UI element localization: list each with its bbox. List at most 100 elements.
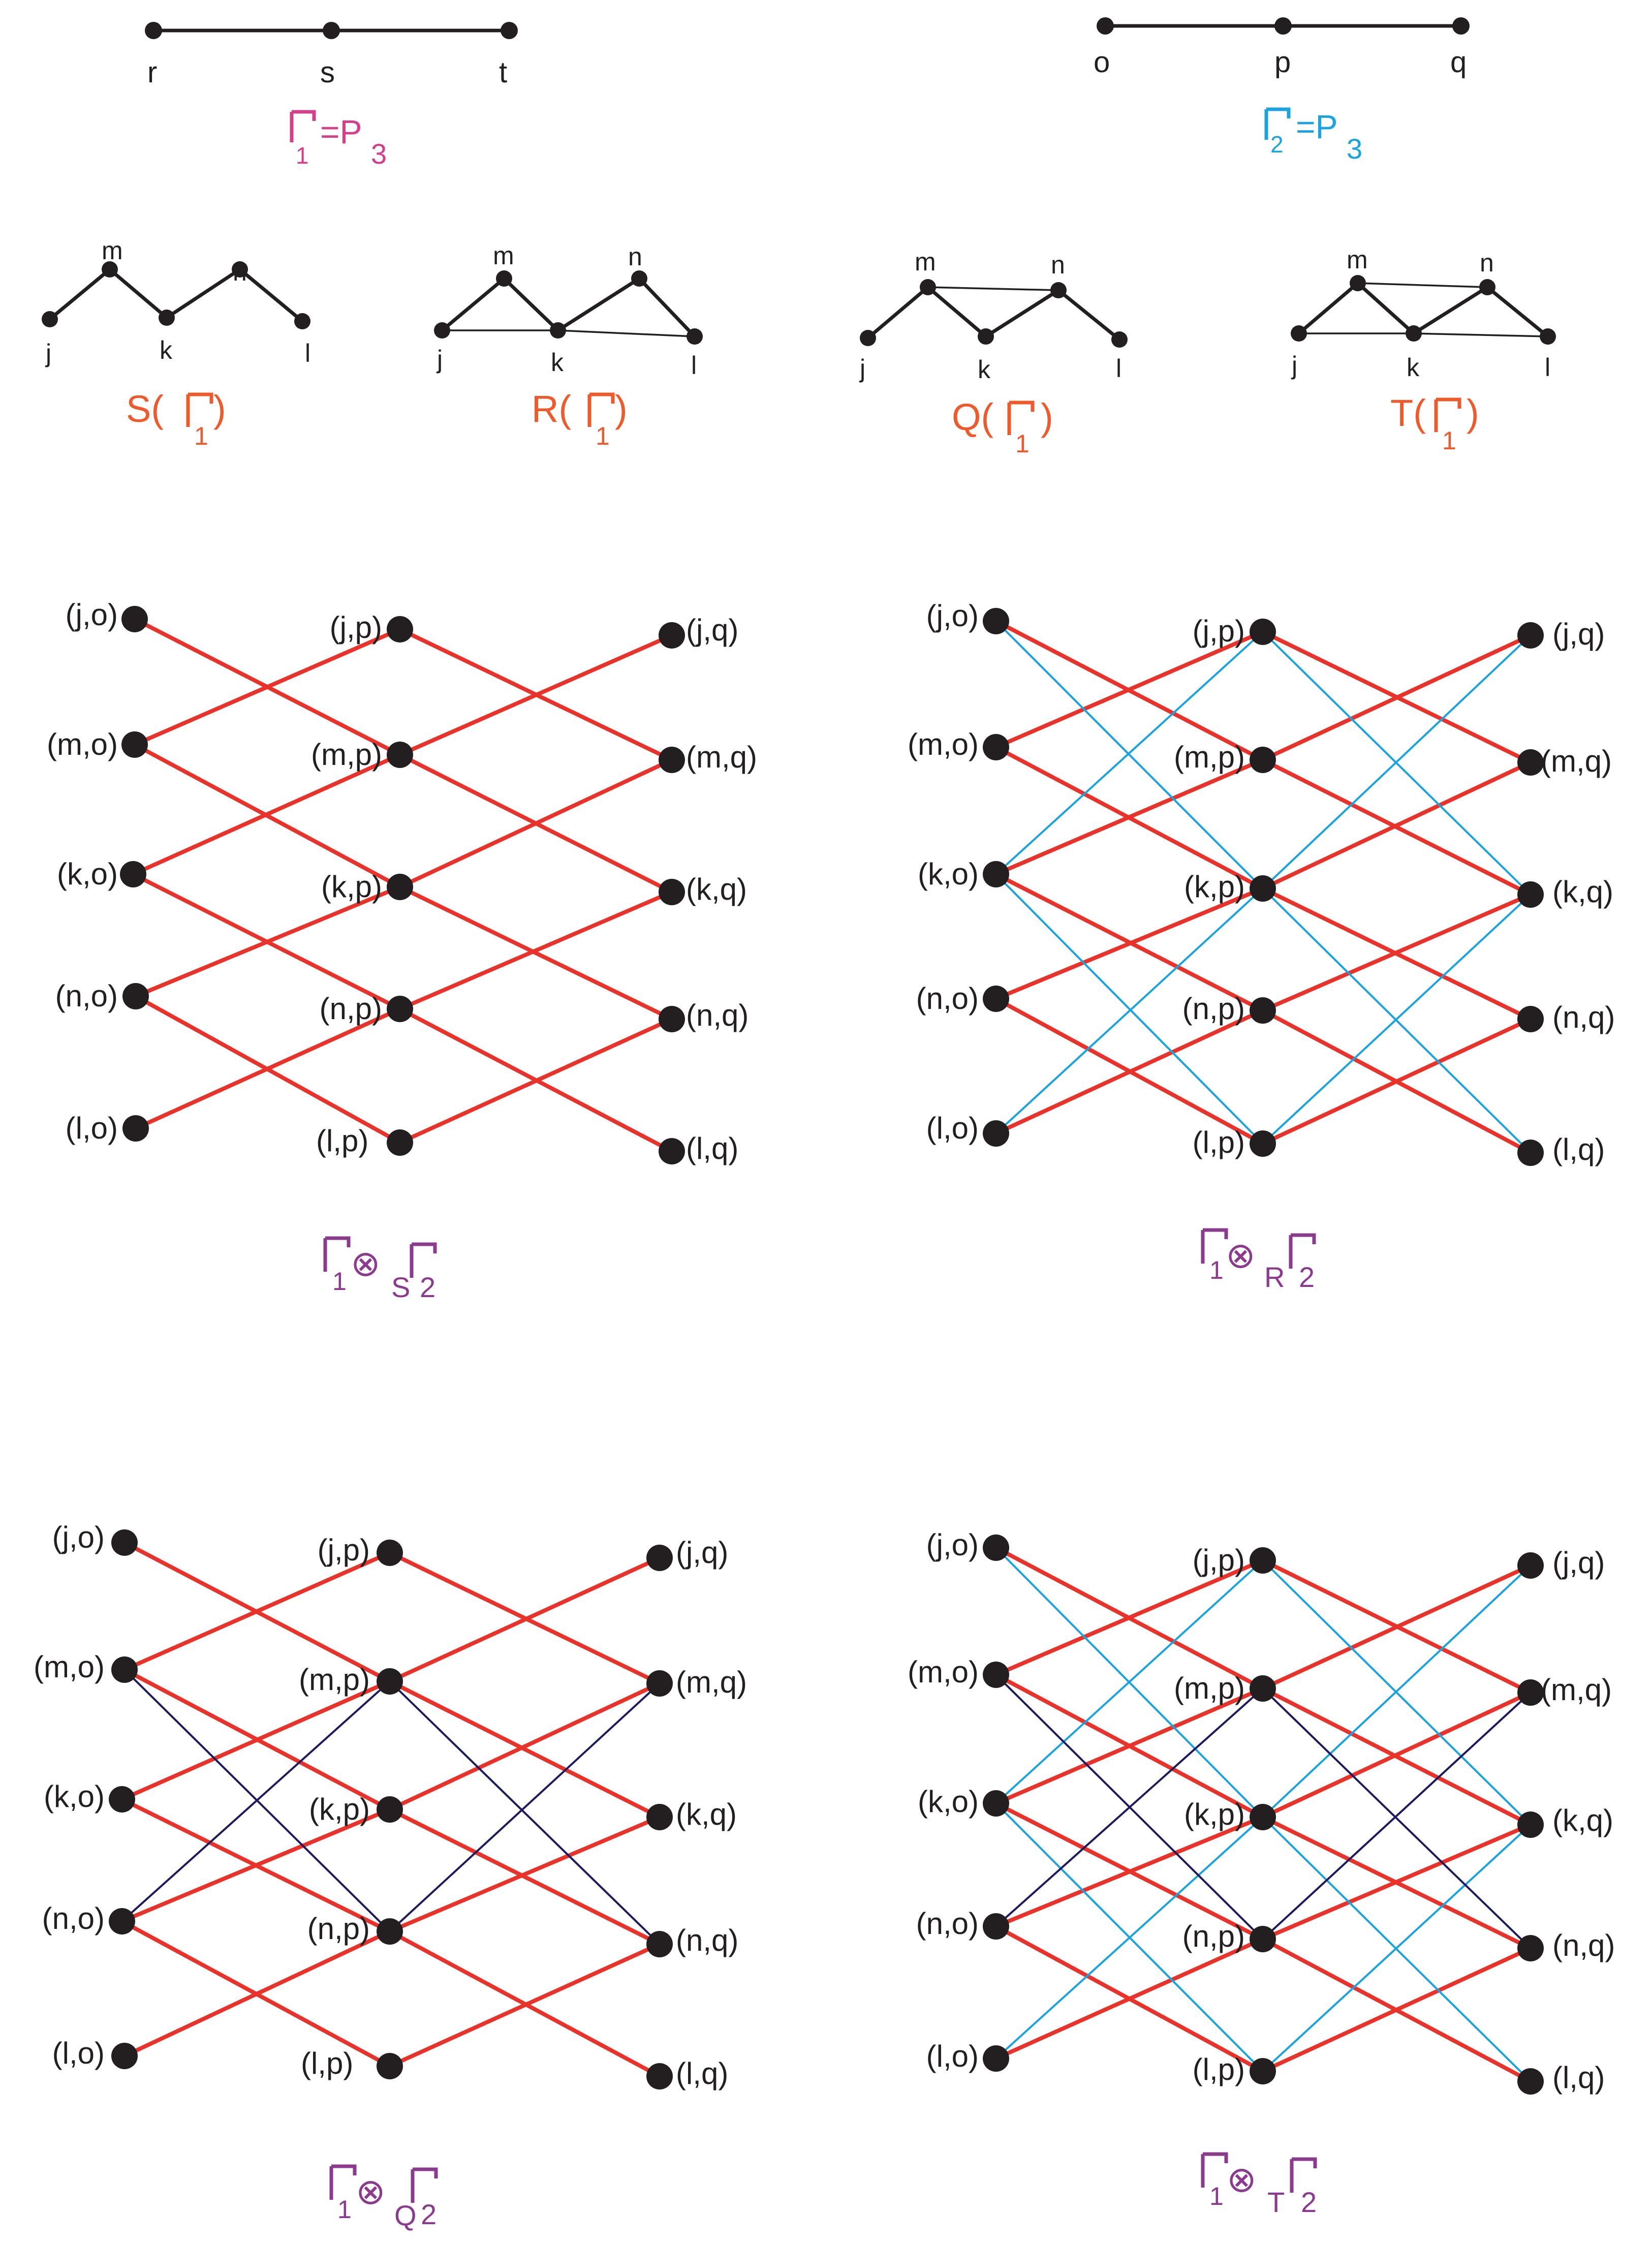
- graph-Q-gamma1: j m k n l Q( 1 ): [859, 248, 1128, 458]
- T-vertex-n: [1479, 279, 1495, 295]
- product-T-labels: (j,o) (m,o) (k,o) (n,o) (l,o) (j,p) (m,p…: [908, 1528, 1615, 2095]
- product-R-caption: 1 ⊗ R 2: [1201, 1228, 1316, 1293]
- S-label-jo: (j,o): [66, 598, 118, 632]
- vertex-k-q: [1517, 881, 1544, 908]
- R-product-sub1: 1: [1209, 1256, 1224, 1284]
- edge-kp-nq: [389, 1807, 661, 1946]
- gamma-glyph: [410, 1242, 437, 1278]
- gamma-glyph: [323, 1236, 351, 1272]
- R-label-l: l: [691, 351, 697, 380]
- Q-caption-sub: 1: [1015, 429, 1030, 458]
- path2-vertex-o: [1097, 17, 1114, 35]
- edge-np-kq: [1262, 1823, 1532, 1941]
- vertex-m-o: [983, 1662, 1009, 1688]
- product-Q-vertices: [109, 1529, 673, 2090]
- vertex-k-p: [387, 874, 413, 900]
- R-label-jp: (j,p): [1193, 614, 1245, 648]
- edge-no-kp: [121, 1807, 391, 1923]
- T-label-kp: (k,p): [1184, 1797, 1245, 1831]
- Q-vertex-n: [1050, 282, 1067, 298]
- Q-vertex-l: [1111, 331, 1128, 348]
- R-label-lo: (l,o): [926, 1111, 979, 1145]
- T-label-lp: (l,p): [1193, 2052, 1245, 2086]
- T-label-mp: (m,p): [1174, 1671, 1245, 1705]
- edge-ko-mp: [995, 758, 1264, 876]
- R-caption-suffix: ): [615, 388, 628, 430]
- gamma-glyph: [1007, 401, 1035, 435]
- S-label-lp: (l,p): [316, 1124, 368, 1158]
- S-label-np: (n,p): [320, 992, 382, 1026]
- vertex-l-o: [111, 2043, 138, 2069]
- edge-lo-np: [995, 1937, 1264, 2061]
- edge-cyan-ko-jp: [995, 631, 1264, 875]
- path2-caption: 2 =P 3: [1264, 107, 1362, 165]
- path2-label-p: p: [1274, 46, 1291, 79]
- edge-cyan-lo-kp: [995, 1816, 1264, 2060]
- edge-cyan-lo-kp: [995, 887, 1264, 1134]
- Q-label-jp: (j,p): [318, 1533, 370, 1567]
- R-edge-jm: [441, 277, 506, 332]
- vertex-l-q: [646, 2063, 673, 2090]
- S-edge-kn: [166, 268, 241, 319]
- S-vertex-m: [102, 261, 118, 278]
- vertex-k-p: [1250, 1804, 1276, 1830]
- S-label-j: j: [45, 339, 51, 367]
- S-label-ko: (k,o): [57, 857, 118, 891]
- Q-label-mp: (m,p): [299, 1663, 370, 1697]
- R-label-lp: (l,p): [1193, 1125, 1245, 1159]
- product-R: (j,o) (m,o) (k,o) (n,o) (l,o) (j,p) (m,p…: [908, 599, 1615, 1293]
- Q-label-kp: (k,p): [309, 1792, 370, 1826]
- R-label-lq: (l,q): [1552, 1132, 1605, 1166]
- R-product-op: ⊗: [1226, 1236, 1256, 1275]
- Q-caption-prefix: Q(: [952, 396, 994, 438]
- T-edge-mn: [1357, 282, 1488, 288]
- vertex-m-p: [387, 742, 413, 768]
- T-edge-mk: [1356, 282, 1415, 335]
- path1-caption-sub: 1: [296, 142, 309, 169]
- R-label-kp: (k,p): [1184, 870, 1245, 904]
- T-caption-suffix: ): [1467, 392, 1479, 434]
- gamma-glyph: [1434, 397, 1461, 432]
- R-label-n: n: [628, 242, 642, 271]
- edge-mo-jp: [134, 627, 401, 747]
- vertex-n-p: [387, 996, 413, 1022]
- edge-lo-np: [995, 1008, 1264, 1135]
- Q-edge-kn: [985, 289, 1059, 338]
- Q-label-no: (n,o): [42, 1901, 105, 1936]
- T-label-jq: (j,q): [1552, 1546, 1605, 1580]
- edge-mp-jq: [399, 633, 673, 757]
- S-label-k: k: [160, 336, 173, 364]
- S-label-l: l: [305, 339, 310, 367]
- T-label-nq: (n,q): [1552, 1928, 1615, 1962]
- R-vertex-l: [687, 328, 703, 345]
- vertex-n-q: [1517, 1006, 1544, 1032]
- Q-label-l: l: [1116, 354, 1121, 383]
- vertex-j-o: [983, 608, 1009, 634]
- R-label-np: (n,p): [1182, 992, 1245, 1026]
- vertex-j-o: [111, 1529, 138, 1556]
- Q-label-n: n: [1051, 251, 1065, 279]
- vertex-m-p: [1250, 1675, 1276, 1702]
- S-label-jq: (j,q): [686, 613, 738, 647]
- vertex-m-o: [983, 734, 1009, 760]
- edge-ko-mp: [995, 1686, 1264, 1805]
- vertex-j-p: [377, 1540, 403, 1566]
- vertex-n-o: [983, 986, 1009, 1012]
- vertex-l-p: [1250, 2058, 1276, 2084]
- product-T: (j,o) (m,o) (k,o) (n,o) (l,o) (j,p) (m,p…: [908, 1528, 1615, 2218]
- vertex-l-q: [659, 1138, 685, 1164]
- T-label-mq: (m,q): [1541, 1673, 1612, 1707]
- R-vertex-n: [631, 270, 647, 287]
- vertex-k-p: [377, 1796, 403, 1823]
- T-vertex-m: [1350, 275, 1366, 291]
- S-label-m: m: [102, 236, 123, 265]
- S-edge-jm: [48, 268, 111, 321]
- vertex-j-p: [1250, 619, 1276, 645]
- path2-caption-text-sub: 3: [1347, 133, 1362, 165]
- Q-label-m: m: [915, 248, 936, 276]
- gamma-glyph: [411, 2167, 438, 2203]
- edge-lo-np: [123, 1929, 391, 2058]
- edge-np-kq: [1262, 893, 1532, 1012]
- vertex-l-q: [1517, 1140, 1544, 1166]
- vertex-m-q: [1517, 1679, 1544, 1706]
